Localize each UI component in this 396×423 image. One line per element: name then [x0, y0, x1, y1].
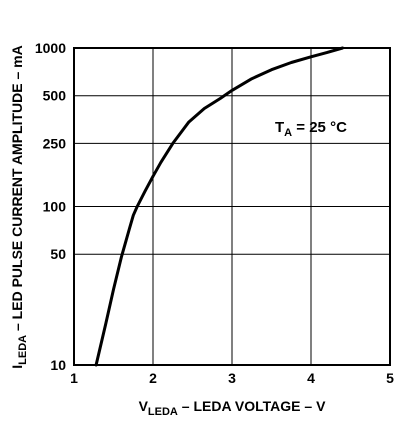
- y-tick-label: 50: [50, 246, 66, 262]
- x-tick-label: 1: [70, 370, 78, 386]
- y-tick-label: 250: [43, 135, 67, 151]
- grid: [74, 48, 390, 365]
- tick-labels: 1 2 3 4 5 10 50 100 250 500 1000: [35, 40, 394, 386]
- x-axis-label: VLEDA – LEDA VOLTAGE – V: [139, 398, 326, 418]
- x-tick-label: 3: [228, 370, 236, 386]
- y-tick-label: 500: [43, 88, 67, 104]
- y-tick-label: 1000: [35, 40, 66, 56]
- x-tick-label: 2: [149, 370, 157, 386]
- y-tick-label: 100: [43, 199, 67, 215]
- y-tick-label: 10: [50, 357, 66, 373]
- x-tick-label: 5: [386, 370, 394, 386]
- y-axis-label: ILEDA – LED PULSE CURRENT AMPLITUDE – mA: [9, 45, 29, 368]
- x-tick-label: 4: [307, 370, 315, 386]
